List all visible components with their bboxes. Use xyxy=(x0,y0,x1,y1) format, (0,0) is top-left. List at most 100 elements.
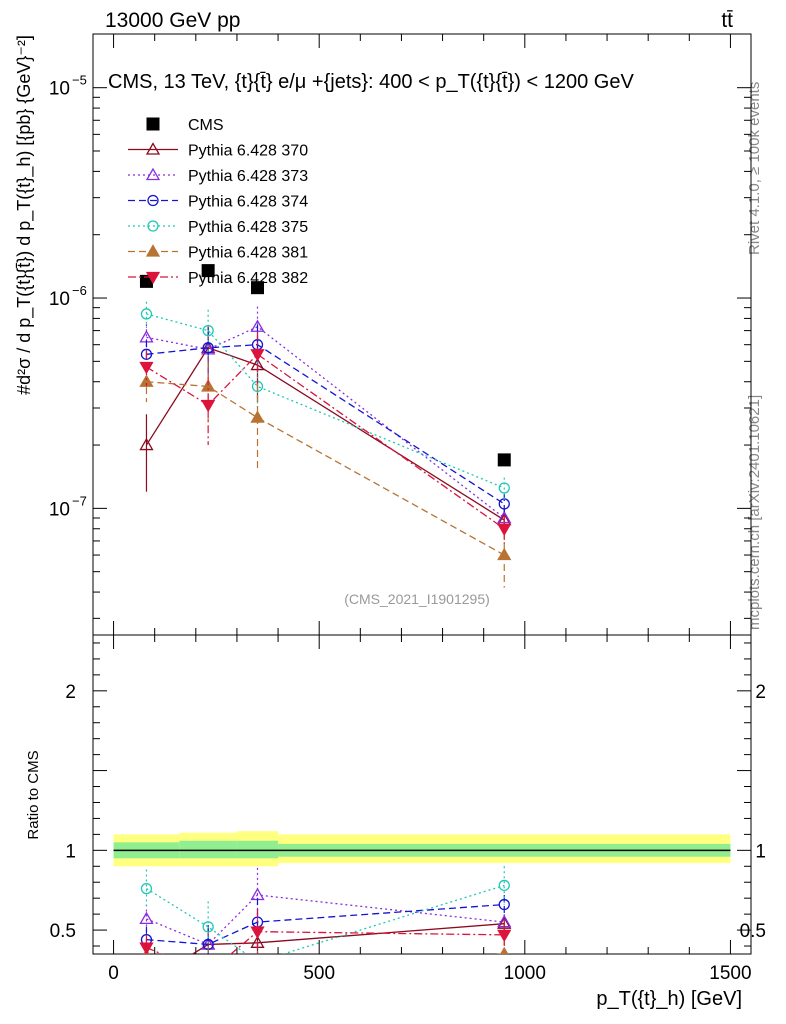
x-tick-label: 1500 xyxy=(709,963,751,984)
ratio-series-line xyxy=(146,894,505,946)
marker-triangle-down xyxy=(145,271,161,285)
ratio-series xyxy=(139,866,512,988)
marker-triangle-up xyxy=(250,410,265,423)
ratio-band-inner xyxy=(179,840,237,859)
legend-entry: Pythia 6.428 375 xyxy=(128,219,308,236)
y-tick-label-right: 0.5 xyxy=(740,921,766,942)
marker-square xyxy=(146,117,160,131)
marker-triangle-down xyxy=(202,969,214,980)
marker-circle xyxy=(202,324,214,337)
marker-triangle-up xyxy=(145,142,161,155)
series-line xyxy=(146,313,505,489)
marker-triangle-up xyxy=(497,547,512,561)
ratio-series-2 xyxy=(140,894,510,954)
legend-entry: Pythia 6.428 382 xyxy=(128,270,308,287)
ratio-series-line xyxy=(146,931,505,954)
marker-triangle-up xyxy=(139,437,154,451)
y-tick-label-right: 2 xyxy=(755,682,766,703)
x-tick-label: 500 xyxy=(303,963,335,984)
main-axes: 10−710−610−5 xyxy=(49,34,751,635)
marker-triangle-down xyxy=(250,926,265,939)
marker-triangle-down xyxy=(250,349,265,362)
marker-triangle-down xyxy=(497,929,512,943)
y-tick-label-right: 1 xyxy=(755,841,766,862)
marker-circle xyxy=(140,348,153,360)
series-4 xyxy=(140,301,510,500)
series-line xyxy=(146,344,505,505)
x-tick-label: 1000 xyxy=(504,963,546,984)
y-tick-label: 10 xyxy=(49,289,70,310)
y-tick-label: 0.5 xyxy=(50,921,76,942)
legend-label: Pythia 6.428 370 xyxy=(188,143,308,160)
ratio-bands xyxy=(113,831,731,867)
ratio-series-line xyxy=(191,923,505,954)
y-tick-label: 10 xyxy=(49,499,70,520)
marker-triangle-down xyxy=(201,399,216,413)
ratio-panel-frame xyxy=(92,634,752,955)
legend-entry: Pythia 6.428 374 xyxy=(128,194,308,211)
marker-triangle-up xyxy=(500,946,509,954)
marker-triangle-up xyxy=(139,911,154,925)
marker-circle xyxy=(147,194,159,207)
legend-entry: Pythia 6.428 373 xyxy=(128,167,308,185)
header-right: tt̄ xyxy=(721,9,733,32)
ratio-series-3 xyxy=(140,866,510,954)
mcplots-label: mcplots.cern.ch [arXiv:2401.10621] xyxy=(746,395,763,630)
legend-entry: Pythia 6.428 370 xyxy=(128,142,308,160)
marker-triangle-down xyxy=(497,523,512,537)
marker-square xyxy=(201,264,215,278)
ratio-series-line xyxy=(146,903,505,946)
marker-square xyxy=(251,281,264,295)
series-0 xyxy=(139,264,511,467)
series-5 xyxy=(139,361,512,588)
marker-triangle-down xyxy=(139,942,154,954)
ratio-band-inner xyxy=(236,840,279,859)
x-axis-label: p_T({t}_h) [GeV] xyxy=(596,988,742,1010)
x-tick-label: 0 xyxy=(108,963,119,984)
marker-circle xyxy=(498,898,510,911)
y-tick-label: 1 xyxy=(65,841,76,862)
legend-label: CMS xyxy=(188,117,224,134)
y-tick-label: 2 xyxy=(65,682,76,703)
legend-label: Pythia 6.428 382 xyxy=(188,270,308,287)
marker-square xyxy=(497,453,511,467)
series-line xyxy=(146,381,505,556)
legend: CMS Pythia 6.428 370 Pythia 6.428 373 Pythi… xyxy=(128,117,308,287)
legend-label: Pythia 6.428 375 xyxy=(188,219,308,236)
ratio-series-line xyxy=(146,884,505,954)
main-title: CMS, 13 TeV, {t}{t̄} e/μ +{jets}: 400 < … xyxy=(108,71,634,93)
marker-circle xyxy=(147,220,159,232)
marker-triangle-down xyxy=(139,361,154,375)
marker-triangle-up xyxy=(145,244,161,257)
marker-triangle-up xyxy=(201,379,216,392)
series-line xyxy=(146,326,505,519)
marker-triangle-up xyxy=(140,977,152,988)
rivet-label: Rivet 4.1.0, ≥ 100k events xyxy=(746,82,763,255)
marker-circle xyxy=(498,879,510,892)
main-y-axis-label: #d²σ / d p_T({t}{t̄}) d p_T({t}_h) [{pb}… xyxy=(14,35,35,395)
header-left: 13000 GeV pp xyxy=(105,9,240,32)
legend-label: Pythia 6.428 373 xyxy=(188,168,308,185)
legend-entry: CMS xyxy=(146,117,224,134)
marker-circle xyxy=(140,882,153,895)
y-tick-exponent: −5 xyxy=(72,73,87,88)
marker-circle xyxy=(140,308,153,320)
series-line xyxy=(145,347,505,521)
series-3 xyxy=(140,324,510,515)
ratio-y-axis-label: Ratio to CMS xyxy=(25,750,42,839)
marker-circle xyxy=(202,342,214,354)
ratio-series-5 xyxy=(139,909,512,980)
legend-label: Pythia 6.428 374 xyxy=(188,194,308,211)
marker-triangle-up xyxy=(202,956,214,967)
main-series xyxy=(139,264,512,588)
y-tick-exponent: −6 xyxy=(72,283,87,298)
ratio-axes: 0 500 1000 1500 0.5 0.5 1 1 2 2 xyxy=(50,635,766,984)
marker-circle xyxy=(498,482,510,494)
series-6 xyxy=(139,331,512,544)
series-1 xyxy=(139,325,512,534)
series-line xyxy=(146,353,505,530)
legend-entry: Pythia 6.428 381 xyxy=(128,244,308,262)
legend-label: Pythia 6.428 381 xyxy=(188,245,308,262)
y-tick-label: 10 xyxy=(49,79,70,100)
